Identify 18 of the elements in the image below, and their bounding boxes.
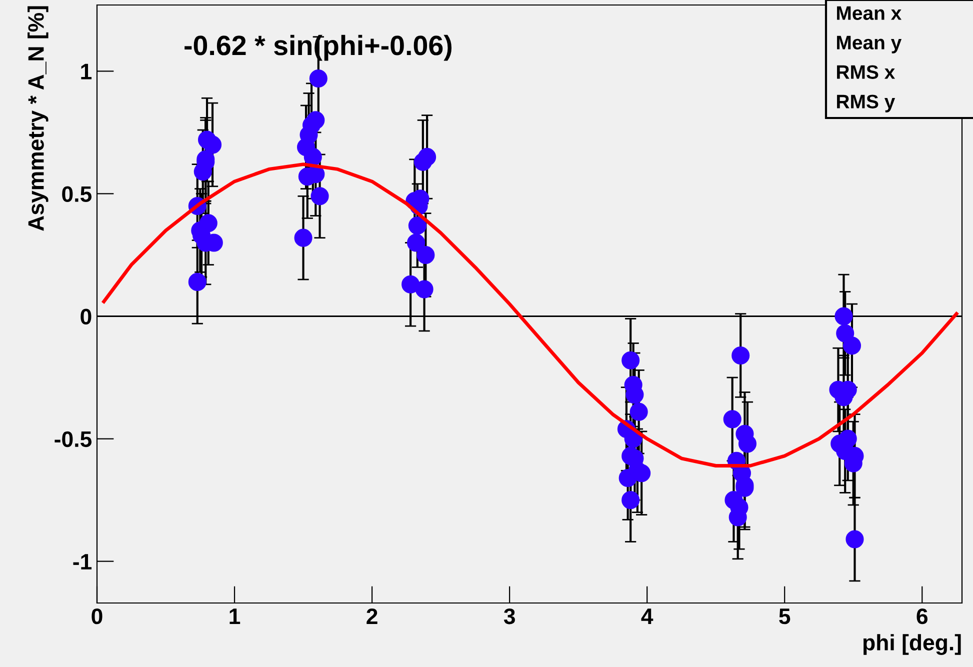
y-tick-label: 0.5 [62,186,92,202]
x-tick-label: 5 [779,608,790,624]
y-tick-label: 0 [80,308,92,325]
annotation: Mean x [837,6,902,20]
y-tick-label: -1 [73,554,92,570]
x-tick-label: 1 [230,608,240,624]
x-tick-label: 0 [92,608,102,624]
annotation: RMS x [837,65,896,79]
x-tick-label: 6 [916,608,928,624]
x-tick-label: 2 [366,608,378,624]
x-tick-label: 4 [641,608,654,624]
y-tick-label: -0.5 [54,431,92,448]
annotation: Mean y [837,36,902,54]
x-tick-label: 3 [504,608,515,624]
x-axis-title: phi [deg.] [863,634,961,655]
y-axis-title: Asymmetry * A_N [%] [28,6,48,231]
y-tick-label: 1 [81,64,92,80]
annotation: RMS y [837,94,896,112]
